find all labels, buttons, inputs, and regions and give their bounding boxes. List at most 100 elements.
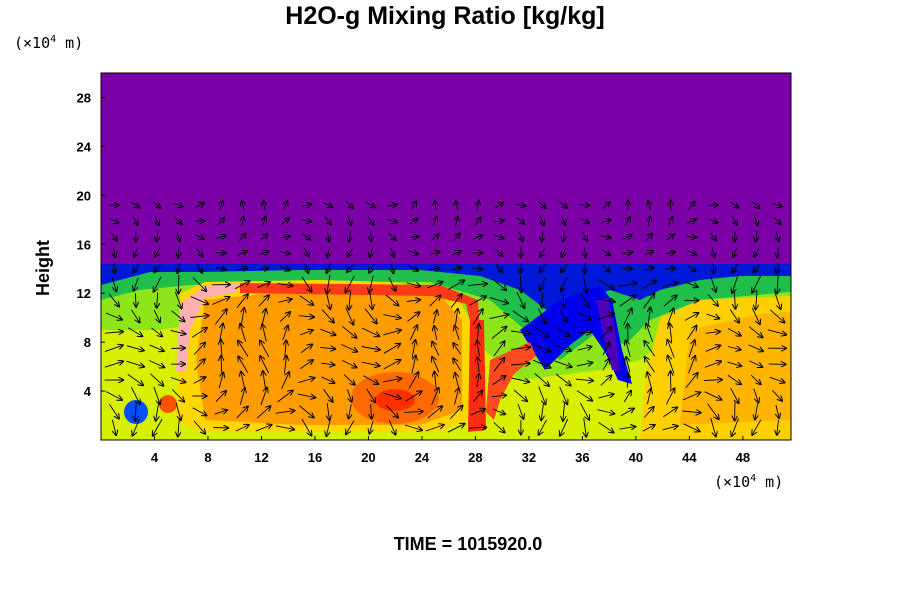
- wind-vector-arrow: [686, 325, 697, 340]
- wind-vector-arrow: [369, 263, 375, 274]
- wind-vector-arrow: [601, 236, 612, 238]
- wind-vector-arrow: [708, 219, 718, 223]
- wind-vector-arrow: [619, 426, 636, 429]
- wind-vector-arrow: [456, 308, 458, 326]
- wind-vector-arrow: [733, 247, 737, 258]
- wind-vector-arrow: [104, 345, 124, 353]
- wind-vector-arrow: [391, 263, 393, 274]
- wind-vector-arrow: [133, 277, 139, 292]
- wind-vector-arrow: [491, 278, 507, 291]
- wind-vector-arrow: [727, 347, 742, 351]
- wind-vector-arrow: [580, 217, 589, 224]
- wind-vector-arrow: [128, 327, 143, 337]
- wind-vector-arrow: [648, 216, 650, 227]
- wind-vector-arrow: [114, 263, 115, 274]
- wind-vector-arrow: [215, 253, 227, 254]
- wind-vector-arrow: [411, 355, 416, 374]
- wind-vector-arrow: [327, 247, 330, 259]
- wind-vector-arrow: [585, 263, 586, 274]
- wind-vector-arrow: [300, 344, 313, 354]
- wind-vector-arrow: [665, 388, 675, 405]
- wind-vector-arrow: [538, 386, 546, 405]
- wind-vector-arrow: [712, 247, 715, 259]
- wind-vector-arrow: [768, 364, 787, 365]
- wind-vector-arrow: [326, 263, 330, 274]
- wind-vector-arrow: [241, 307, 244, 327]
- wind-vector-arrow: [327, 274, 330, 295]
- wind-vector-arrow: [663, 407, 678, 418]
- wind-vector-arrow: [707, 205, 719, 206]
- wind-vector-arrow: [434, 371, 436, 390]
- wind-vector-arrow: [491, 326, 507, 339]
- wind-vector-arrow: [383, 392, 402, 399]
- wind-vector-arrow: [433, 309, 437, 324]
- wind-vector-arrow: [327, 402, 329, 421]
- wind-vector-arrow: [282, 325, 289, 341]
- wind-vector-arrow: [707, 403, 720, 420]
- wind-vector-arrow: [371, 231, 372, 242]
- wind-vector-arrow: [776, 263, 779, 275]
- wind-vector-arrow: [349, 231, 351, 243]
- wind-vector-arrow: [643, 293, 656, 309]
- wind-vector-arrow: [688, 339, 695, 358]
- wind-vector-arrow: [177, 231, 180, 243]
- wind-vector-arrow: [275, 410, 296, 413]
- wind-vector-arrow: [408, 237, 419, 238]
- wind-vector-arrow: [748, 344, 765, 352]
- x-tick-label: 28: [468, 450, 482, 465]
- wind-vector-arrow: [297, 393, 317, 398]
- wind-vector-arrow: [752, 275, 762, 294]
- wind-vector-arrow: [489, 314, 510, 320]
- wind-vector-arrow: [320, 347, 336, 349]
- wind-vector-arrow: [555, 373, 571, 386]
- wind-vector-arrow: [190, 315, 209, 317]
- wind-vector-arrow: [474, 217, 482, 226]
- wind-vector-arrow: [279, 311, 291, 322]
- x-tick-label: 16: [308, 450, 322, 465]
- wind-vector-arrow: [450, 293, 462, 309]
- wind-vector-arrow: [493, 220, 505, 222]
- wind-vector-arrow: [433, 216, 437, 227]
- wind-vector-arrow: [280, 252, 291, 255]
- wind-vector-arrow: [108, 293, 120, 307]
- wind-vector-arrow: [559, 309, 568, 323]
- wind-vector-arrow: [510, 347, 531, 349]
- wind-vector-arrow: [258, 251, 269, 255]
- wind-vector-arrow: [383, 343, 401, 354]
- wind-vector-arrow: [220, 200, 223, 211]
- wind-vector-arrow: [113, 247, 115, 258]
- wind-vector-arrow: [753, 264, 761, 273]
- wind-vector-arrow: [218, 372, 224, 389]
- x-axis-unit-suffix: m): [756, 473, 783, 491]
- wind-vector-arrow: [532, 359, 551, 368]
- wind-vector-arrow: [686, 219, 697, 224]
- wind-vector-arrow: [600, 375, 612, 386]
- wind-vector-arrow: [259, 233, 268, 242]
- wind-vector-arrow: [727, 328, 742, 337]
- wind-vector-arrow: [383, 330, 402, 336]
- wind-vector-arrow: [455, 200, 458, 211]
- x-axis-unit-exponent: 4: [750, 473, 756, 484]
- wind-vector-arrow: [364, 308, 377, 325]
- wind-vector-arrow: [626, 356, 631, 373]
- wind-vector-arrow: [773, 216, 782, 225]
- wind-vector-arrow: [645, 233, 653, 242]
- wind-vector-arrow: [668, 216, 673, 227]
- wind-vector-arrow: [153, 309, 160, 323]
- wind-vector-arrow: [326, 418, 331, 438]
- wind-vector-arrow: [749, 360, 763, 368]
- wind-vector-arrow: [238, 356, 249, 373]
- wind-vector-arrow: [643, 267, 655, 270]
- wind-vector-arrow: [769, 309, 785, 323]
- wind-vector-arrow: [538, 419, 547, 436]
- wind-vector-arrow: [405, 391, 422, 402]
- wind-vector-arrow: [347, 389, 352, 402]
- wind-vector-arrow: [105, 312, 123, 320]
- right-cell-hotspot-center: [375, 389, 415, 411]
- wind-vector-arrow: [408, 371, 419, 389]
- wind-vector-arrow: [627, 372, 628, 388]
- wind-vector-arrow: [472, 268, 484, 270]
- wind-vector-arrow: [178, 274, 179, 295]
- wind-vector-arrow: [135, 293, 136, 308]
- wind-vector-arrow: [583, 275, 586, 294]
